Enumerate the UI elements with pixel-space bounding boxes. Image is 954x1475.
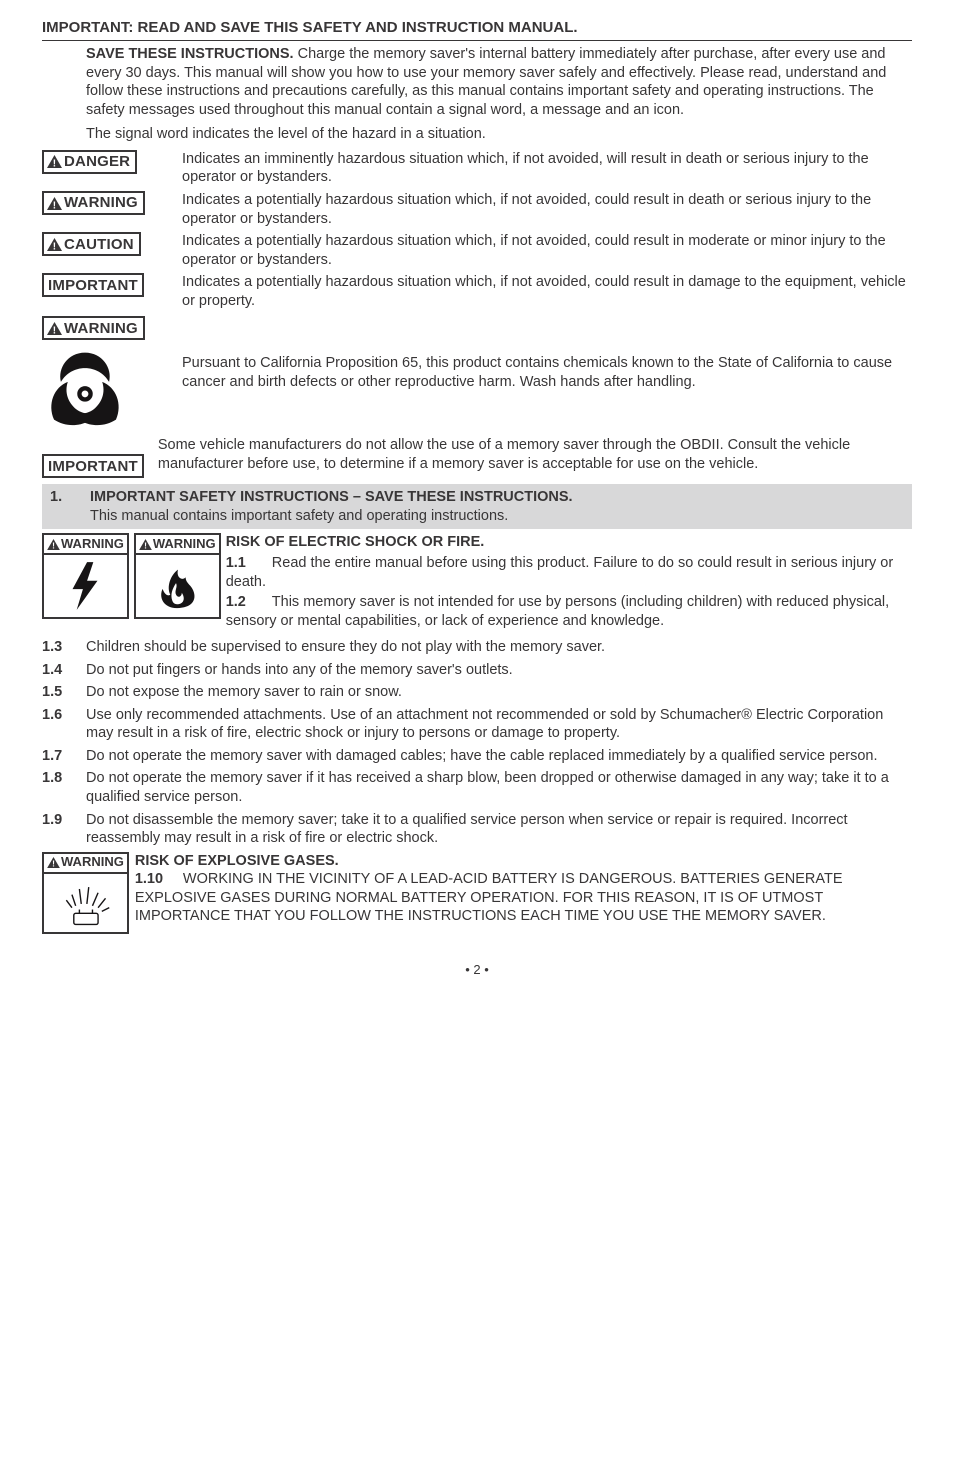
svg-text:!: ! — [53, 241, 57, 251]
danger-badge: ! DANGER — [42, 150, 137, 174]
list-item: 1.3Children should be supervised to ensu… — [42, 638, 912, 657]
warning-label: WARNING — [64, 193, 138, 212]
item-num: 1.7 — [42, 747, 86, 766]
item-num: 1.5 — [42, 683, 86, 702]
item-text: Do not put fingers or hands into any of … — [86, 661, 912, 680]
item-1-2-text: This memory saver is not intended for us… — [226, 594, 889, 629]
electric-badge-label-2: WARNING — [153, 536, 216, 553]
important-text: Indicates a potentially hazardous situat… — [182, 273, 912, 310]
top-heading: IMPORTANT: READ AND SAVE THIS SAFETY AND… — [42, 18, 912, 41]
signal-important-row: IMPORTANT Indicates a potentially hazard… — [42, 273, 912, 310]
item-text: Use only recommended attachments. Use of… — [86, 706, 912, 743]
list-item: 1.5Do not expose the memory saver to rai… — [42, 683, 912, 702]
alert-triangle-icon: ! — [47, 155, 62, 168]
caution-badge: ! CAUTION — [42, 232, 141, 256]
important-label: IMPORTANT — [48, 276, 138, 295]
section-1-num: 1. — [50, 488, 90, 507]
item-1-10-text: WORKING IN THE VICINITY OF A LEAD-ACID B… — [135, 871, 843, 924]
item-num: 1.6 — [42, 706, 86, 743]
obdii-important-badge: IMPORTANT — [42, 454, 144, 478]
list-item: 1.8Do not operate the memory saver if it… — [42, 769, 912, 806]
prop65-warning-badge: ! WARNING — [42, 316, 145, 340]
signal-caution-row: ! CAUTION Indicates a potentially hazard… — [42, 232, 912, 269]
biohazard-icon — [42, 344, 128, 430]
electric-title: RISK OF ELECTRIC SHOCK OR FIRE. — [226, 533, 912, 552]
item-1-1-text: Read the entire manual before using this… — [226, 555, 894, 590]
item-1-2-num: 1.2 — [226, 593, 260, 612]
item-text: Do not expose the memory saver to rain o… — [86, 683, 912, 702]
alert-triangle-icon: ! — [47, 238, 62, 251]
svg-text:!: ! — [52, 541, 55, 550]
fire-icon — [153, 560, 201, 612]
explosion-icon — [57, 878, 113, 928]
svg-text:!: ! — [53, 159, 57, 169]
item-1-10-num: 1.10 — [135, 870, 175, 889]
warning-badge: ! WARNING — [42, 191, 145, 215]
section-1-header: 1.IMPORTANT SAFETY INSTRUCTIONS – SAVE T… — [42, 484, 912, 529]
item-1-1-num: 1.1 — [226, 554, 260, 573]
svg-text:!: ! — [52, 859, 55, 868]
warning-text: Indicates a potentially hazardous situat… — [182, 191, 912, 228]
item-num: 1.4 — [42, 661, 86, 680]
prop65-text: Pursuant to California Proposition 65, t… — [182, 344, 912, 391]
alert-triangle-icon: ! — [47, 322, 62, 335]
gases-badge-label: WARNING — [61, 854, 124, 871]
intro-paragraph: SAVE THESE INSTRUCTIONS. Charge the memo… — [86, 45, 912, 119]
electric-badge-label-1: WARNING — [61, 536, 124, 553]
item-text: Do not operate the memory saver if it ha… — [86, 769, 912, 806]
list-item: 1.6Use only recommended attachments. Use… — [42, 706, 912, 743]
list-item: 1.4Do not put fingers or hands into any … — [42, 661, 912, 680]
list-item: 1.9Do not disassemble the memory saver; … — [42, 811, 912, 848]
gases-row: ! WARNING RISK OF EXPLOSIVE GASES. 1.10 … — [42, 852, 912, 934]
obdii-badge-label: IMPORTANT — [48, 457, 138, 476]
section-1-title: IMPORTANT SAFETY INSTRUCTIONS – SAVE THE… — [90, 489, 573, 505]
svg-text:!: ! — [144, 541, 147, 550]
signal-danger-row: ! DANGER Indicates an imminently hazardo… — [42, 150, 912, 187]
alert-triangle-icon: ! — [47, 197, 62, 210]
warning-fire-badge: ! WARNING — [134, 533, 221, 619]
caution-label: CAUTION — [64, 235, 134, 254]
alert-triangle-icon: ! — [47, 539, 60, 550]
item-text: Do not disassemble the memory saver; tak… — [86, 811, 912, 848]
svg-text:!: ! — [53, 200, 57, 210]
signal-line: The signal word indicates the level of t… — [86, 125, 912, 144]
page-number: • 2 • — [42, 962, 912, 979]
gases-title: RISK OF EXPLOSIVE GASES. — [135, 852, 912, 871]
item-num: 1.9 — [42, 811, 86, 848]
item-text: Children should be supervised to ensure … — [86, 638, 912, 657]
bolt-icon — [63, 560, 107, 612]
warning-bolt-badge: ! WARNING — [42, 533, 129, 619]
danger-label: DANGER — [64, 152, 130, 171]
alert-triangle-icon: ! — [47, 857, 60, 868]
electric-row: ! WARNING ! WARNING RISK OF ELECTRIC SHO… — [42, 533, 912, 632]
numbered-list: 1.3Children should be supervised to ensu… — [42, 638, 912, 847]
list-item: 1.7Do not operate the memory saver with … — [42, 747, 912, 766]
important-badge: IMPORTANT — [42, 273, 144, 297]
obdii-row: IMPORTANT Some vehicle manufacturers do … — [42, 436, 912, 478]
caution-text: Indicates a potentially hazardous situat… — [182, 232, 912, 269]
obdii-text: Some vehicle manufacturers do not allow … — [158, 436, 912, 473]
prop65-badge-label: WARNING — [64, 319, 138, 338]
item-num: 1.3 — [42, 638, 86, 657]
item-text: Do not operate the memory saver with dam… — [86, 747, 912, 766]
warning-explosion-badge: ! WARNING — [42, 852, 129, 934]
svg-text:!: ! — [53, 325, 57, 335]
signal-warning-row: ! WARNING Indicates a potentially hazard… — [42, 191, 912, 228]
danger-text: Indicates an imminently hazardous situat… — [182, 150, 912, 187]
item-num: 1.8 — [42, 769, 86, 806]
alert-triangle-icon: ! — [139, 539, 152, 550]
prop65-row: Pursuant to California Proposition 65, t… — [42, 344, 912, 430]
section-1-subtitle: This manual contains important safety an… — [90, 507, 904, 526]
intro-bold: SAVE THESE INSTRUCTIONS. — [86, 46, 294, 62]
